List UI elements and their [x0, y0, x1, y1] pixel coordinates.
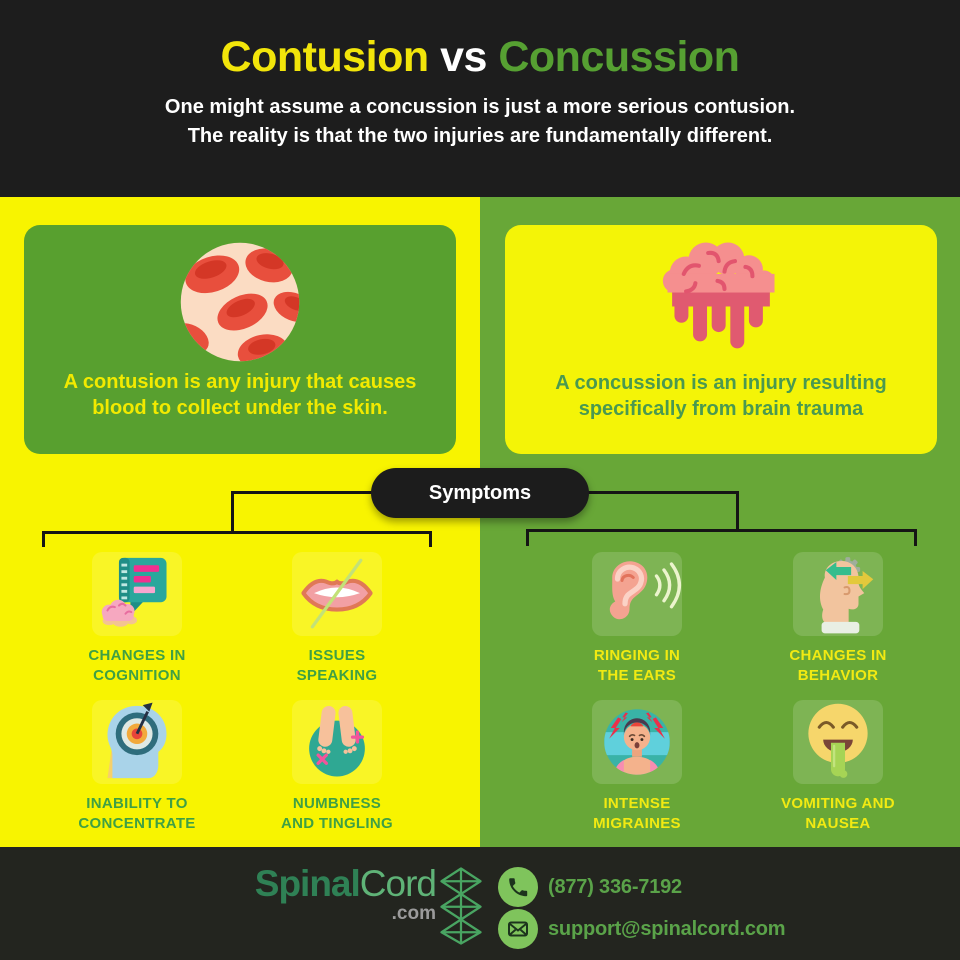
bleeding-brain-icon: [662, 242, 775, 349]
symptom-label: ISSUES SPEAKING: [296, 647, 378, 684]
contusion-text-prefix: A: [63, 371, 83, 393]
ringing-ear-icon: [609, 561, 682, 620]
contusion-definition-text: A contusion is any injury that causes bl…: [40, 369, 440, 422]
connector-right-riser: [736, 491, 739, 532]
icon-halo: [592, 552, 682, 636]
email-icon: [498, 909, 538, 949]
migraine-person-icon: [604, 709, 670, 775]
concussion-definition-text: A concussion is an injury resulting spec…: [521, 370, 921, 423]
brand-primary: Spinal: [254, 863, 361, 904]
contusion-definition-card: A contusion is any injury that causes bl…: [24, 225, 456, 454]
symptoms-label: Symptoms: [428, 481, 532, 504]
icon-halo: [592, 700, 682, 784]
symptom-changes-in-behavior: CHANGES IN BEHAVIOR: [740, 552, 936, 685]
head-target-dart-icon: [107, 702, 167, 779]
blood-cells-icon: [180, 242, 300, 362]
brand-secondary: Cord: [359, 863, 437, 904]
symptom-label: RINGING IN THE EARS: [593, 647, 681, 684]
spinalcord-lattice-logo-icon: [440, 867, 482, 945]
brand-tld: .com: [391, 903, 436, 924]
icon-halo: [793, 552, 883, 636]
icon-halo: [793, 700, 883, 784]
symptom-ringing-in-the-ears: RINGING IN THE EARS: [539, 552, 735, 685]
symptom-label: INABILITY TO CONCENTRATE: [78, 795, 196, 832]
concussion-text-rest: is an injury resulting specifically from…: [578, 372, 887, 421]
email-row: support@spinalcord.com: [498, 909, 786, 949]
contusion-keyword: contusion: [82, 371, 179, 393]
vomiting-face-icon: [808, 703, 868, 778]
symptom-label: NUMBNESS AND TINGLING: [281, 795, 393, 832]
connector-left-tick-end: [429, 531, 432, 547]
page-title: Contusion vs Concussion: [0, 33, 960, 81]
title-concussion: Concussion: [498, 33, 740, 81]
head-gear-arrows-icon: [820, 557, 874, 634]
symptom-vomiting-and-nausea: VOMITING AND NAUSEA: [740, 700, 936, 833]
contusion-text-rest: is any injury that causes blood to colle…: [92, 371, 417, 420]
connector-left-riser: [231, 491, 234, 534]
phone-row: (877) 336-7192: [498, 867, 785, 907]
connector-left-tick-start: [42, 531, 45, 547]
concussion-definition-card: A concussion is an injury resulting spec…: [505, 225, 937, 454]
symptoms-divider-pill: Symptoms: [371, 468, 589, 518]
symptom-label: INTENSE MIGRAINES: [593, 795, 681, 832]
subtitle-line-1: One might assume a concussion is just a …: [164, 96, 796, 119]
phone-number: (877) 336-7192: [548, 875, 682, 898]
icon-halo: [292, 700, 382, 784]
title-contusion: Contusion: [220, 33, 430, 81]
connector-right-tick-start: [526, 529, 529, 546]
symptom-label: CHANGES IN COGNITION: [88, 647, 186, 684]
brand-logo-text: SpinalCord .com: [240, 863, 437, 924]
icon-halo: [92, 552, 182, 636]
footer: SpinalCord .com (877) 336-7192: [0, 847, 960, 960]
symptom-issues-speaking: ISSUES SPEAKING: [239, 552, 435, 685]
phone-icon: [498, 867, 538, 907]
concussion-keyword: concussion: [574, 372, 686, 394]
connector-right-tick-end: [914, 529, 917, 546]
subtitle-line-2: The reality is that the two injuries are…: [187, 125, 773, 148]
connector-left-horizontal-top: [231, 491, 373, 494]
connector-left-bracket: [42, 531, 432, 534]
symptom-changes-in-cognition: CHANGES IN COGNITION: [39, 552, 235, 685]
contact-block: (877) 336-7192 support@spinalcord.com: [498, 867, 786, 951]
connector-right-bracket: [526, 529, 917, 532]
icon-halo: [92, 700, 182, 784]
feet-tingling-icon: [309, 705, 365, 777]
concussion-text-prefix: A: [555, 372, 575, 394]
subtitle: One might assume a concussion is just a …: [0, 93, 960, 151]
email-address: support@spinalcord.com: [548, 917, 786, 940]
symptom-inability-to-concentrate: INABILITY TO CONCENTRATE: [39, 700, 235, 833]
cognition-chart-brain-icon: [101, 557, 167, 627]
symptom-label: VOMITING AND NAUSEA: [781, 795, 895, 832]
title-vs: vs: [428, 33, 499, 81]
header: Contusion vs Concussion One might assume…: [0, 0, 960, 197]
lips-slash-icon: [301, 558, 373, 629]
connector-right-horizontal-top: [587, 491, 739, 494]
symptom-numbness-and-tingling: NUMBNESS AND TINGLING: [239, 700, 435, 833]
brand-name: SpinalCord: [240, 863, 437, 904]
symptom-intense-migraines: INTENSE MIGRAINES: [539, 700, 735, 833]
symptom-label: CHANGES IN BEHAVIOR: [789, 647, 887, 684]
icon-halo: [292, 552, 382, 636]
